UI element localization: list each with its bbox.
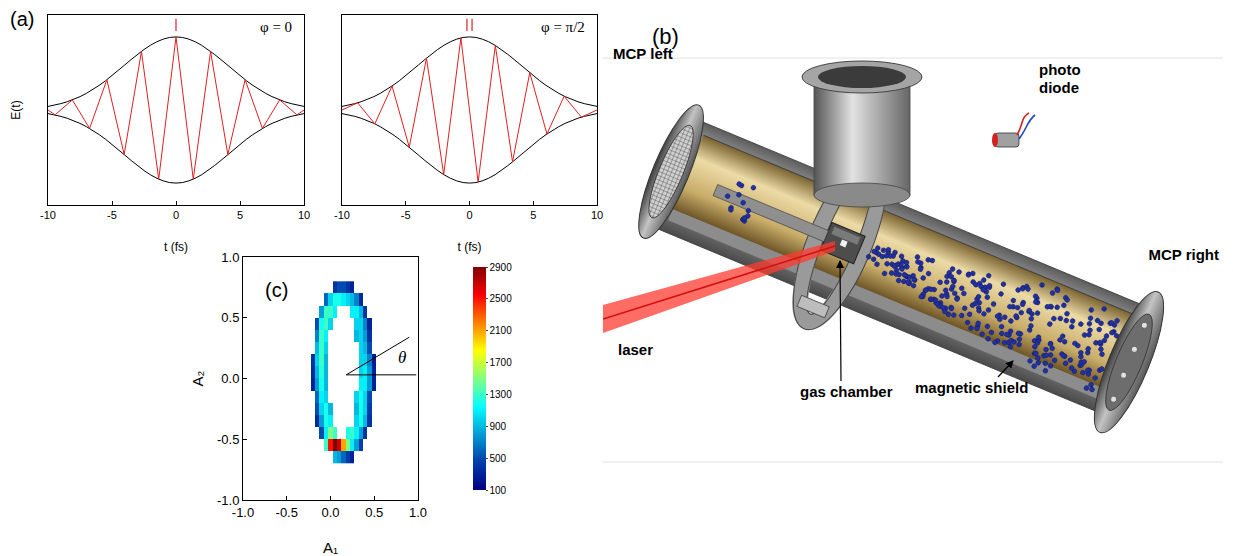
- svg-text:5: 5: [237, 209, 243, 221]
- svg-text:-5: -5: [107, 209, 117, 221]
- svg-text:-10: -10: [334, 209, 350, 221]
- svg-text:-5: -5: [401, 209, 411, 221]
- svg-text:MCP left: MCP left: [613, 45, 673, 62]
- svg-text:1.0: 1.0: [221, 250, 239, 265]
- svg-text:t (fs): t (fs): [164, 240, 188, 254]
- svg-text:1.0: 1.0: [409, 505, 427, 520]
- svg-text:10: 10: [591, 209, 603, 221]
- svg-text:0: 0: [466, 209, 472, 221]
- svg-text:0.5: 0.5: [221, 310, 239, 325]
- svg-text:2100: 2100: [490, 325, 513, 336]
- svg-text:E(t): E(t): [9, 100, 23, 119]
- svg-text:100: 100: [490, 485, 507, 496]
- svg-text:1700: 1700: [490, 357, 513, 368]
- svg-text:-0.5: -0.5: [217, 432, 239, 447]
- svg-text:(a): (a): [10, 8, 34, 30]
- svg-text:(b): (b): [652, 24, 679, 49]
- svg-text:MCP right: MCP right: [1148, 246, 1219, 263]
- svg-text:A₂: A₂: [189, 370, 206, 386]
- svg-text:2500: 2500: [490, 293, 513, 304]
- svg-text:0.5: 0.5: [365, 505, 383, 520]
- svg-text:t (fs): t (fs): [458, 240, 482, 254]
- svg-text:900: 900: [490, 421, 507, 432]
- svg-text:10: 10: [298, 209, 310, 221]
- svg-text:500: 500: [490, 453, 507, 464]
- svg-text:0: 0: [173, 209, 179, 221]
- svg-text:φ = π/2: φ = π/2: [541, 19, 585, 35]
- svg-text:-1.0: -1.0: [217, 493, 239, 508]
- svg-text:magnetic shield: magnetic shield: [915, 379, 1028, 396]
- svg-text:θ: θ: [398, 348, 406, 367]
- svg-text:5: 5: [530, 209, 536, 221]
- svg-text:gas chamber: gas chamber: [800, 383, 893, 400]
- svg-text:φ = 0: φ = 0: [260, 19, 292, 35]
- svg-text:(c): (c): [265, 279, 288, 301]
- svg-text:photodiode: photodiode: [1039, 61, 1081, 96]
- svg-text:2900: 2900: [490, 262, 513, 273]
- svg-text:-10: -10: [40, 209, 56, 221]
- svg-text:0.0: 0.0: [321, 505, 339, 520]
- svg-text:laser: laser: [618, 341, 653, 358]
- svg-text:-0.5: -0.5: [276, 505, 298, 520]
- svg-text:0.0: 0.0: [221, 371, 239, 386]
- svg-text:A₁: A₁: [323, 539, 338, 556]
- svg-text:1300: 1300: [490, 389, 513, 400]
- svg-text:-1.0: -1.0: [232, 505, 254, 520]
